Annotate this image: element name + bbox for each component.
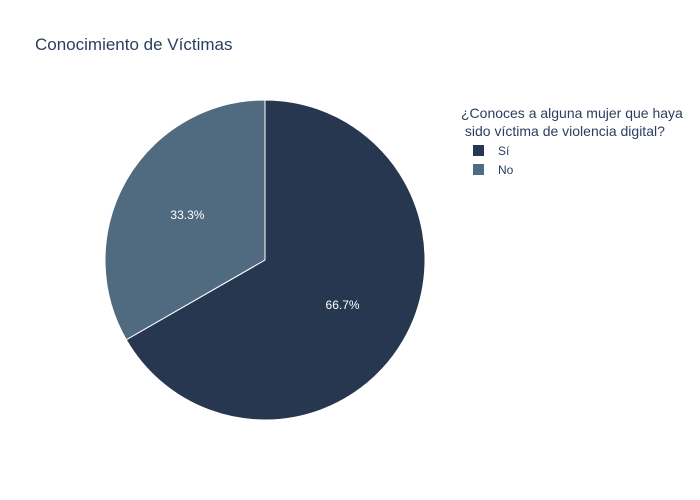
legend-title-line-2: sido víctima de violencia digital? bbox=[461, 123, 665, 139]
pie-slice-label-1: 66.7% bbox=[326, 298, 360, 312]
legend-title-line-1: ¿Conoces a alguna mujer que haya bbox=[461, 105, 683, 121]
legend-label-1[interactable]: Sí bbox=[498, 144, 510, 158]
chart-title: Conocimiento de Víctimas bbox=[35, 35, 232, 54]
legend: ¿Conoces a alguna mujer que haya sido ví… bbox=[461, 105, 683, 177]
pie-slice-2[interactable] bbox=[104, 99, 266, 341]
legend-swatch-1[interactable] bbox=[473, 145, 484, 156]
pie-slice-1[interactable] bbox=[125, 99, 426, 421]
legend-swatch-2[interactable] bbox=[473, 164, 484, 175]
legend-label-2[interactable]: No bbox=[498, 163, 514, 177]
pie-slices bbox=[104, 99, 426, 421]
pie-slice-label-2: 33.3% bbox=[170, 208, 204, 222]
pie-slice-labels: 66.7% 33.3% bbox=[170, 208, 359, 312]
